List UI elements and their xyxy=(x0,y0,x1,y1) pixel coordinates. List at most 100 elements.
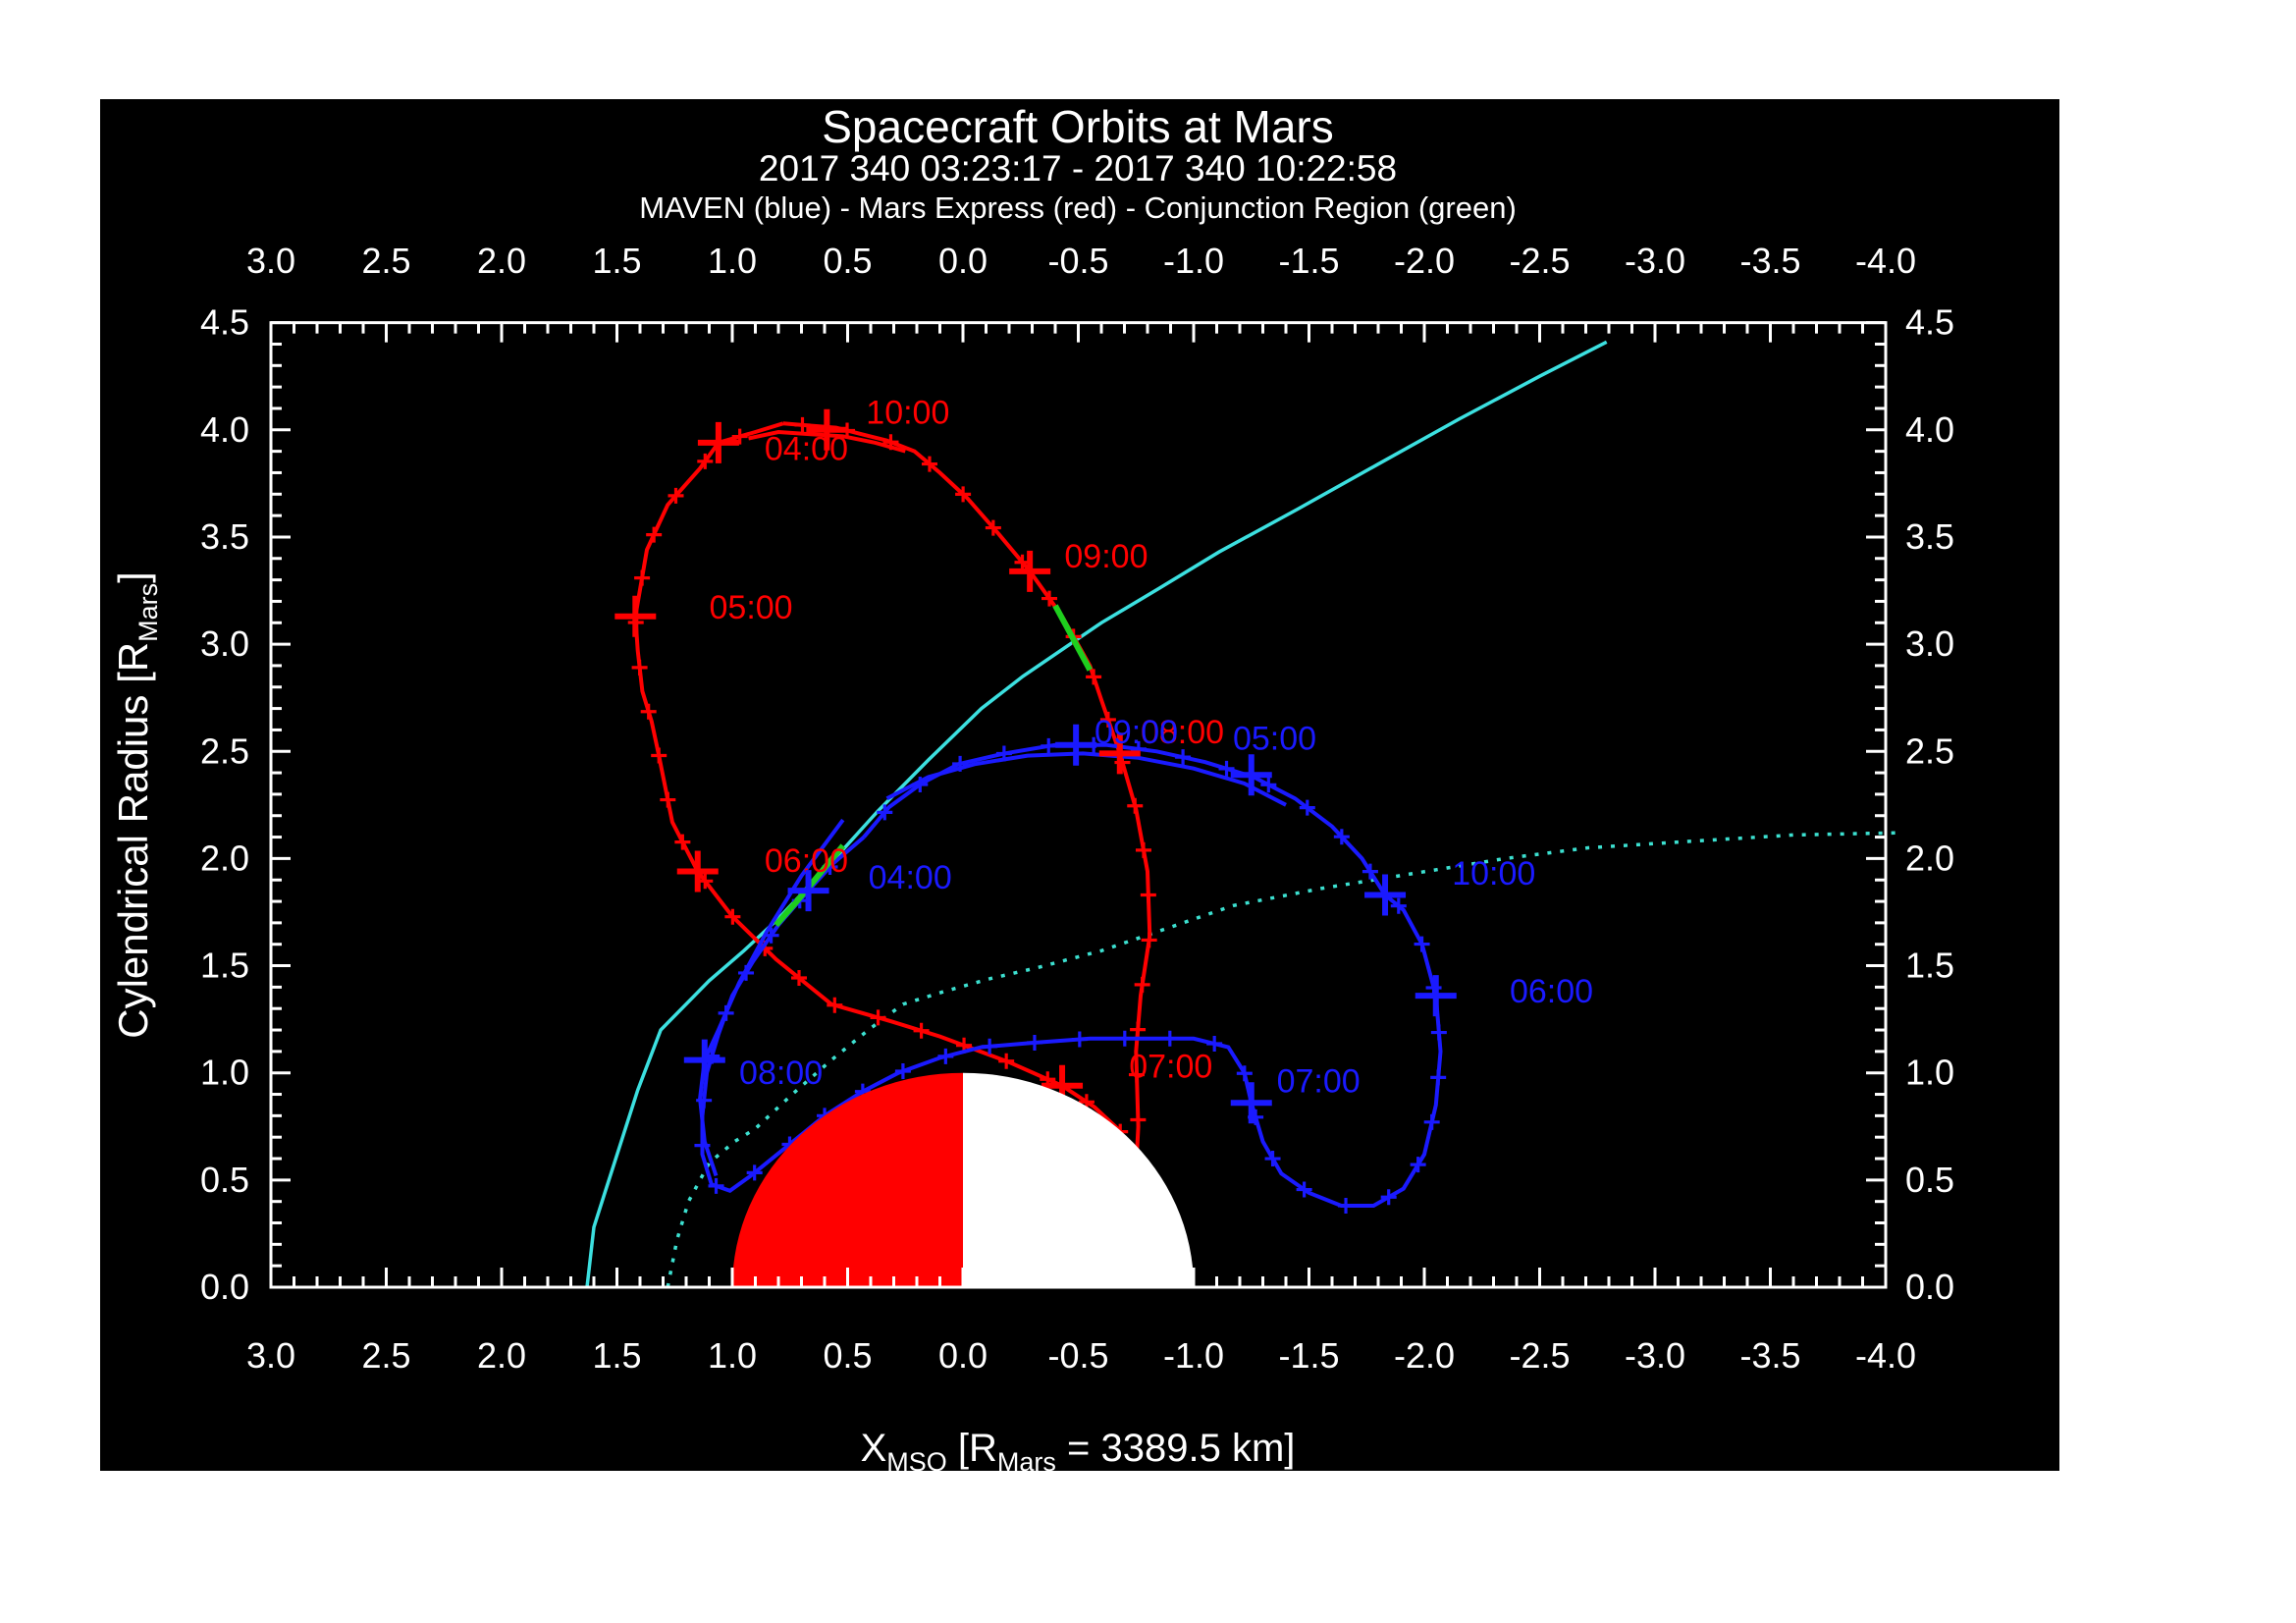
x-tick-label-top: 2.5 xyxy=(361,241,410,281)
mars-express-minor-tick xyxy=(631,659,648,676)
time-range-subtitle: 2017 340 03:23:17 - 2017 340 10:22:58 xyxy=(759,148,1397,189)
maven-minor-tick xyxy=(1071,1031,1088,1048)
y-tick-label-left: 4.5 xyxy=(200,302,249,343)
maven-minor-tick xyxy=(738,964,755,981)
mars-express-minor-tick xyxy=(667,487,684,504)
maven-minor-tick xyxy=(696,1092,713,1109)
x-tick-label-bottom: 3.0 xyxy=(246,1335,295,1376)
maven-minor-tick xyxy=(1414,936,1430,952)
mars-express-minor-tick xyxy=(1130,1111,1147,1128)
x-tick-label-top: 2.0 xyxy=(477,241,526,281)
x-tick-label-bottom: 2.5 xyxy=(361,1335,410,1376)
maven-minor-tick xyxy=(1296,1181,1312,1198)
x-tick-label-top: 1.5 xyxy=(592,241,641,281)
y-tick-label-right: 4.0 xyxy=(1905,409,1954,450)
maven-minor-tick xyxy=(1026,1034,1042,1051)
maven-hour-marker-08:00 xyxy=(683,1039,725,1081)
mars-express-minor-tick xyxy=(985,519,1001,536)
y-tick-label-left: 1.5 xyxy=(200,946,249,986)
maven-time-label-05:00: 05:00 xyxy=(1233,720,1316,757)
x-tick-label-top: -2.5 xyxy=(1509,241,1570,281)
mars-express-minor-tick xyxy=(870,1009,886,1026)
maven-minor-tick xyxy=(1390,897,1407,914)
x-tick-label-bottom: 2.0 xyxy=(477,1335,526,1376)
maven-hour-marker-07:00 xyxy=(1230,1082,1272,1124)
maven-minor-tick xyxy=(1423,1113,1440,1130)
mars-express-minor-tick xyxy=(913,1022,930,1039)
y-tick-label-left: 0.0 xyxy=(200,1267,249,1307)
conjunction-region-segment-0 xyxy=(1052,604,1093,672)
mars-express-minor-tick xyxy=(1135,841,1151,858)
mars-dayside-half xyxy=(732,1072,963,1287)
x-axis-title: XMSO [RMars = 3389.5 km] xyxy=(861,1427,1296,1477)
legend-line: MAVEN (blue) - Mars Express (red) - Conj… xyxy=(639,190,1517,225)
y-tick-label-right: 2.0 xyxy=(1905,838,1954,878)
maven-hour-marker-10:00 xyxy=(1364,874,1407,916)
maven-time-label-04:00: 04:00 xyxy=(869,859,952,896)
x-tick-label-bottom: 0.0 xyxy=(938,1335,988,1376)
y-tick-label-left: 3.0 xyxy=(200,623,249,664)
x-tick-label-top: 1.0 xyxy=(708,241,757,281)
mars-express-minor-tick xyxy=(827,997,843,1013)
mars-express-hour-marker-08:00 xyxy=(1098,732,1141,775)
mars-express-minor-tick xyxy=(882,434,899,451)
mars-express-minor-tick xyxy=(1099,711,1116,728)
maven-minor-tick xyxy=(763,927,779,944)
y-tick-label-right: 1.5 xyxy=(1905,946,1954,986)
y-tick-label-right: 3.5 xyxy=(1905,516,1954,557)
mars-express-minor-tick xyxy=(955,486,972,503)
x-tick-label-top: -2.0 xyxy=(1394,241,1455,281)
mars-express-minor-tick xyxy=(1140,887,1156,903)
maven-minor-tick xyxy=(1236,1065,1253,1082)
maven-minor-tick xyxy=(708,1177,724,1194)
pileup-boundary-curve xyxy=(666,831,1897,1288)
maven-hour-marker-05:00 xyxy=(1230,754,1272,796)
y-tick-label-right: 3.0 xyxy=(1905,623,1954,664)
x-tick-label-top: 0.5 xyxy=(823,241,872,281)
mars-express-time-label-07:00: 07:00 xyxy=(1129,1048,1212,1085)
axis-titles-layer: XMSO [RMars = 3389.5 km] Cylendrical Radi… xyxy=(110,571,1295,1477)
y-tick-label-right: 2.5 xyxy=(1905,730,1954,771)
maven-minor-tick xyxy=(1430,1069,1447,1086)
x-tick-label-top: -1.0 xyxy=(1163,241,1224,281)
x-tick-label-top: -3.0 xyxy=(1625,241,1685,281)
x-tick-label-top: 0.0 xyxy=(938,241,988,281)
x-tick-label-bottom: -1.0 xyxy=(1163,1335,1224,1376)
x-tick-label-bottom: -2.5 xyxy=(1509,1335,1570,1376)
maven-hour-marker-04:00 xyxy=(787,870,829,912)
mars-express-minor-tick xyxy=(921,456,937,472)
x-tick-label-top: -0.5 xyxy=(1047,241,1108,281)
y-tick-label-left: 3.5 xyxy=(200,516,249,557)
mars-express-time-label-09:00: 09:00 xyxy=(1064,538,1148,575)
maven-minor-tick xyxy=(718,1004,734,1021)
maven-minor-tick xyxy=(1410,1157,1426,1173)
mars-express-hour-marker-04:00 xyxy=(697,421,739,463)
mars-express-minor-tick xyxy=(697,453,714,469)
axes-frame-layer: 3.0 3.0 2.5 2.5 2.0 2.0 1.5 1.5 1.0 1.0 0.5 0.5 0.0 0… xyxy=(200,241,1954,1376)
mars-express-minor-tick xyxy=(634,569,651,586)
mars-express-minor-tick xyxy=(998,1053,1015,1069)
maven-minor-tick xyxy=(694,1137,711,1154)
maven-minor-tick xyxy=(1338,1198,1355,1215)
x-tick-label-top: -1.5 xyxy=(1278,241,1339,281)
x-tick-label-bottom: -0.5 xyxy=(1047,1335,1108,1376)
x-tick-label-bottom: 0.5 xyxy=(823,1335,872,1376)
mars-express-hour-marker-10:00 xyxy=(806,408,848,451)
maven-minor-tick xyxy=(1380,1189,1397,1206)
mars-express-minor-tick xyxy=(674,834,691,850)
maven-time-label-07:00: 07:00 xyxy=(1277,1063,1361,1101)
x-tick-label-bottom: -3.0 xyxy=(1625,1335,1685,1376)
y-tick-label-right: 0.0 xyxy=(1905,1267,1954,1307)
y-tick-label-left: 0.5 xyxy=(200,1160,249,1200)
maven-minor-tick xyxy=(1333,829,1350,845)
mars-express-minor-tick xyxy=(1128,1066,1145,1083)
mars-express-minor-tick xyxy=(794,416,811,433)
mars-express-minor-tick xyxy=(1134,976,1150,993)
maven-time-label-08:00: 08:00 xyxy=(739,1055,823,1092)
maven-minor-tick xyxy=(1264,1151,1281,1167)
x-tick-label-bottom: -1.5 xyxy=(1278,1335,1339,1376)
mars-express-time-label-08:00: 08:00 xyxy=(1141,714,1224,751)
maven-time-label-10:00: 10:00 xyxy=(1452,855,1535,893)
